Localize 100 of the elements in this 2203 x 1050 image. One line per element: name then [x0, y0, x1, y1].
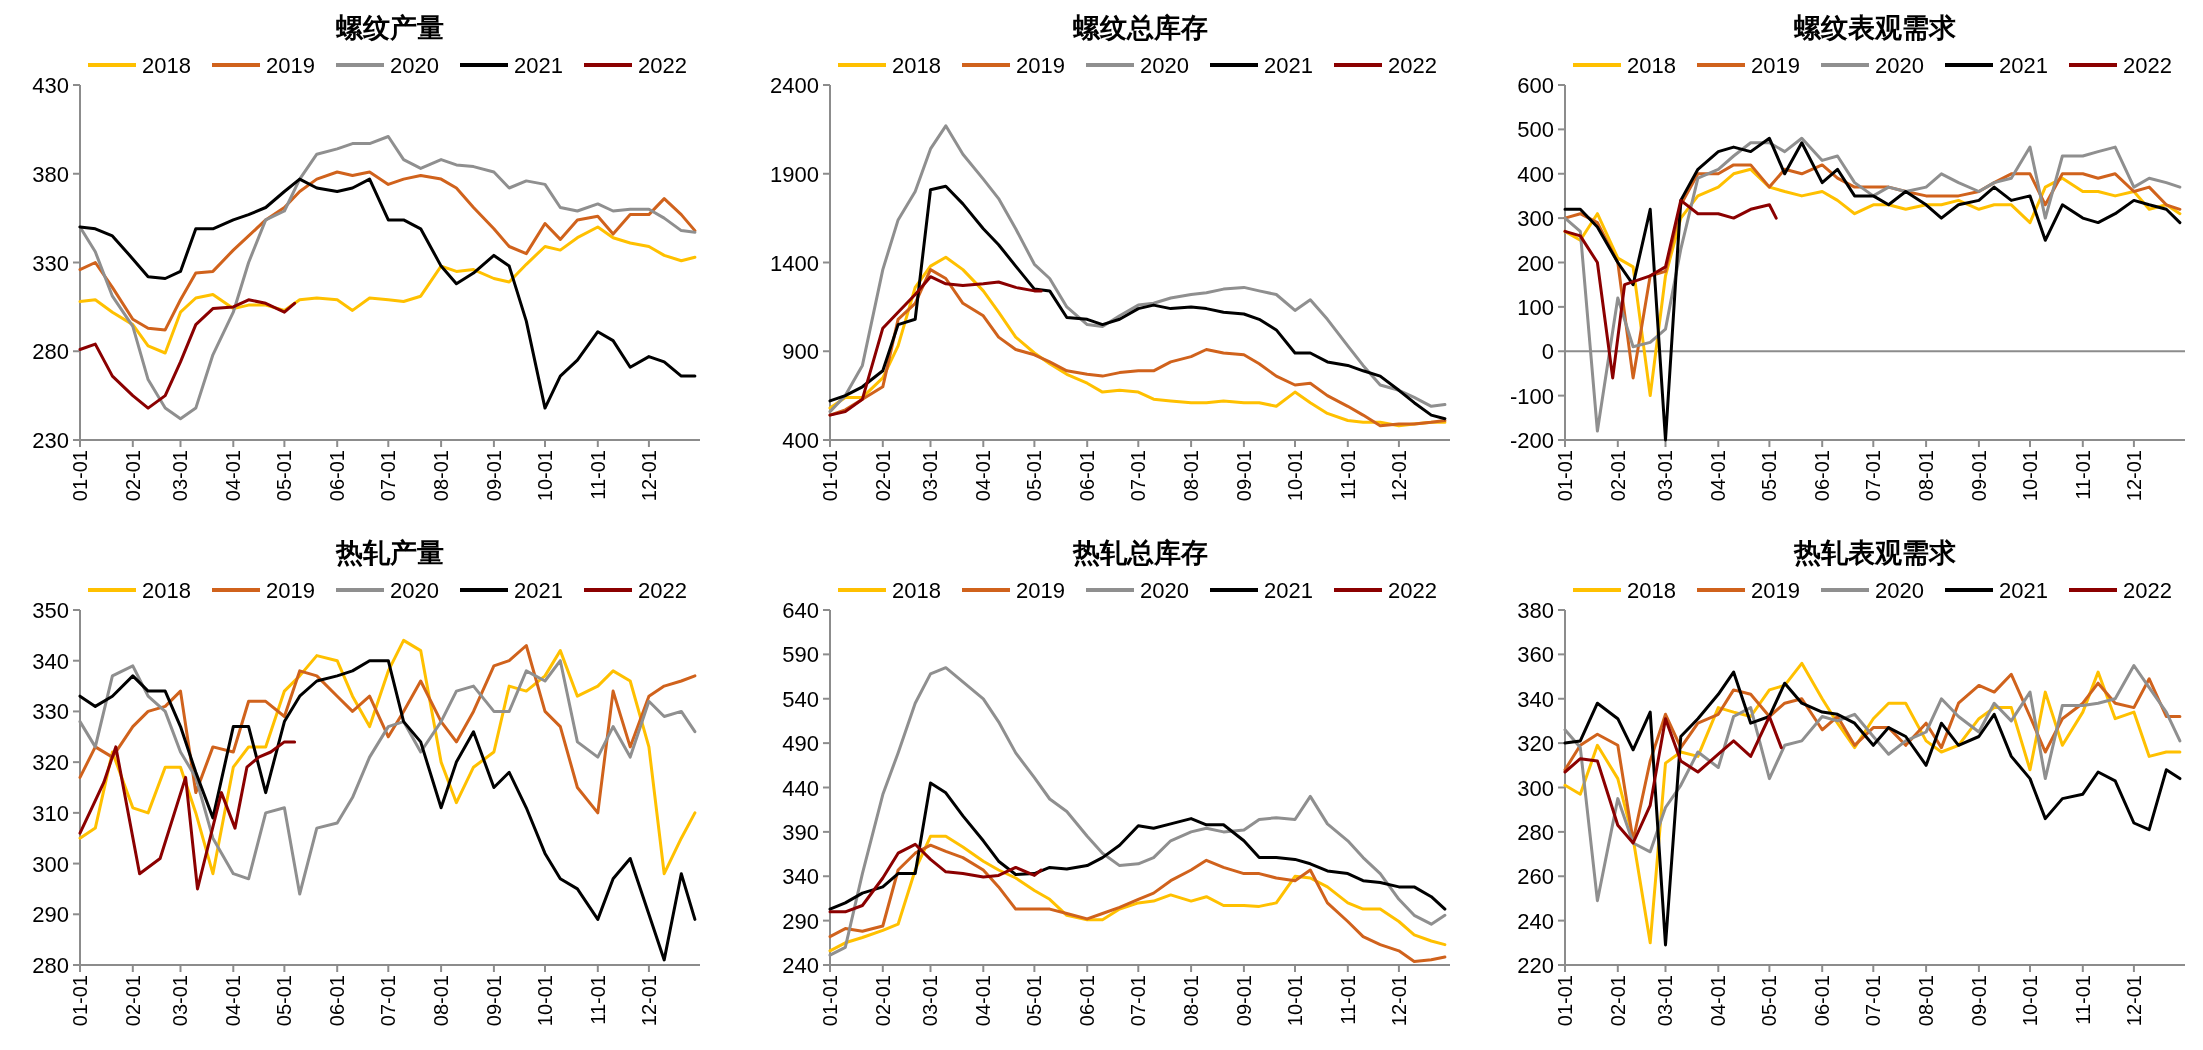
y-tick-label: 340 [32, 648, 69, 674]
y-tick-label: 280 [32, 339, 69, 365]
x-tick-label: 03-01 [1654, 450, 1677, 502]
legend-label: 2020 [390, 578, 439, 603]
y-tick-label: 340 [782, 864, 819, 890]
x-tick-label: 11-01 [2071, 975, 2094, 1025]
x-tick-label: 12-01 [2122, 450, 2145, 502]
x-tick-label: 10-01 [534, 975, 556, 1027]
x-tick-label: 02-01 [1606, 975, 1629, 1027]
x-tick-label: 01-01 [1554, 975, 1576, 1027]
legend-label: 2022 [638, 53, 687, 78]
y-tick-label: 330 [32, 699, 69, 725]
x-tick-label: 03-01 [919, 450, 942, 502]
x-tick-label: 03-01 [919, 975, 942, 1027]
y-tick-label: 260 [1517, 864, 1554, 890]
x-tick-label: 07-01 [377, 450, 400, 502]
x-tick-label: 05-01 [1758, 975, 1781, 1027]
x-tick-label: 08-01 [1915, 975, 1938, 1027]
x-tick-label: 05-01 [1023, 975, 1046, 1027]
x-tick-label: 09-01 [1967, 975, 1990, 1027]
y-tick-label: 600 [1517, 73, 1554, 98]
legend-label: 2022 [2123, 578, 2172, 603]
legend-label: 2018 [142, 578, 191, 603]
x-tick-label: 07-01 [377, 975, 400, 1027]
x-tick-label: 08-01 [1915, 450, 1938, 502]
x-tick-label: 08-01 [430, 975, 453, 1027]
y-tick-label: 300 [1517, 206, 1554, 232]
x-tick-label: 05-01 [273, 450, 296, 502]
x-tick-label: 07-01 [1127, 450, 1150, 502]
x-tick-label: 09-01 [1232, 975, 1255, 1027]
x-tick-label: 12-01 [1387, 450, 1410, 502]
y-tick-label: 430 [32, 73, 69, 98]
x-tick-label: 01-01 [819, 450, 841, 502]
x-tick-label: 06-01 [326, 450, 349, 502]
x-tick-label: 02-01 [121, 450, 144, 502]
x-tick-label: 10-01 [1284, 975, 1306, 1027]
x-tick-label: 02-01 [871, 450, 894, 502]
y-tick-label: 320 [32, 750, 69, 776]
x-tick-label: 09-01 [482, 450, 505, 502]
legend-label: 2020 [1140, 578, 1189, 603]
x-tick-label: 09-01 [1232, 450, 1255, 502]
y-tick-label: 640 [782, 598, 819, 623]
legend-label: 2022 [638, 578, 687, 603]
legend-label: 2021 [514, 53, 563, 78]
y-tick-label: 1400 [770, 250, 819, 276]
x-tick-label: 04-01 [1707, 450, 1730, 502]
y-tick-label: -100 [1509, 383, 1554, 409]
y-tick-label: 2400 [770, 73, 819, 98]
legend-label: 2021 [1264, 578, 1313, 603]
x-tick-label: 08-01 [1180, 975, 1203, 1027]
x-tick-label: 10-01 [534, 450, 556, 502]
legend-label: 2018 [892, 53, 941, 78]
x-tick-label: 11-01 [1336, 450, 1359, 500]
y-tick-label: 380 [32, 161, 69, 187]
legend-label: 2020 [1140, 53, 1189, 78]
legend-label: 2020 [390, 53, 439, 78]
legend-label: 2019 [1751, 53, 1800, 78]
y-tick-label: 280 [32, 953, 69, 978]
legend-label: 2021 [514, 578, 563, 603]
y-tick-label: 240 [1517, 908, 1554, 934]
chart-title: 螺纹总库存 [1071, 13, 1208, 43]
y-tick-label: 280 [1517, 819, 1554, 845]
chart-title: 热轧总库存 [1071, 538, 1208, 568]
chart-title: 螺纹产量 [335, 13, 444, 43]
x-tick-label: 11-01 [586, 450, 609, 500]
y-tick-label: -200 [1509, 428, 1554, 453]
x-tick-label: 06-01 [326, 975, 349, 1027]
x-tick-label: 10-01 [2019, 975, 2041, 1027]
x-tick-label: 11-01 [1336, 975, 1359, 1025]
x-tick-label: 07-01 [1862, 450, 1885, 502]
x-tick-label: 11-01 [586, 975, 609, 1025]
y-tick-label: 360 [1517, 642, 1554, 668]
x-tick-label: 06-01 [1076, 450, 1099, 502]
y-tick-label: 1900 [770, 161, 819, 187]
y-tick-label: 540 [782, 686, 819, 712]
x-tick-label: 03-01 [169, 450, 192, 502]
x-tick-label: 08-01 [430, 450, 453, 502]
x-tick-label: 02-01 [871, 975, 894, 1027]
x-tick-label: 04-01 [222, 975, 245, 1027]
legend-label: 2021 [1264, 53, 1313, 78]
x-tick-label: 05-01 [1758, 450, 1781, 502]
chart-title: 热轧产量 [335, 538, 444, 568]
x-tick-label: 02-01 [1606, 450, 1629, 502]
y-tick-label: 900 [782, 339, 819, 365]
y-tick-label: 100 [1517, 294, 1554, 320]
y-tick-label: 490 [782, 731, 819, 757]
y-tick-label: 310 [32, 800, 69, 826]
legend-label: 2021 [1999, 578, 2048, 603]
legend-label: 2020 [1875, 578, 1924, 603]
x-tick-label: 07-01 [1127, 975, 1150, 1027]
y-tick-label: 290 [782, 908, 819, 934]
y-tick-label: 300 [1517, 775, 1554, 801]
x-tick-label: 12-01 [637, 450, 660, 502]
x-tick-label: 09-01 [482, 975, 505, 1027]
y-tick-label: 440 [782, 775, 819, 801]
x-tick-label: 06-01 [1076, 975, 1099, 1027]
y-tick-label: 290 [32, 902, 69, 928]
x-tick-label: 01-01 [69, 450, 91, 502]
legend-label: 2018 [1627, 578, 1676, 603]
legend-label: 2018 [1627, 53, 1676, 78]
